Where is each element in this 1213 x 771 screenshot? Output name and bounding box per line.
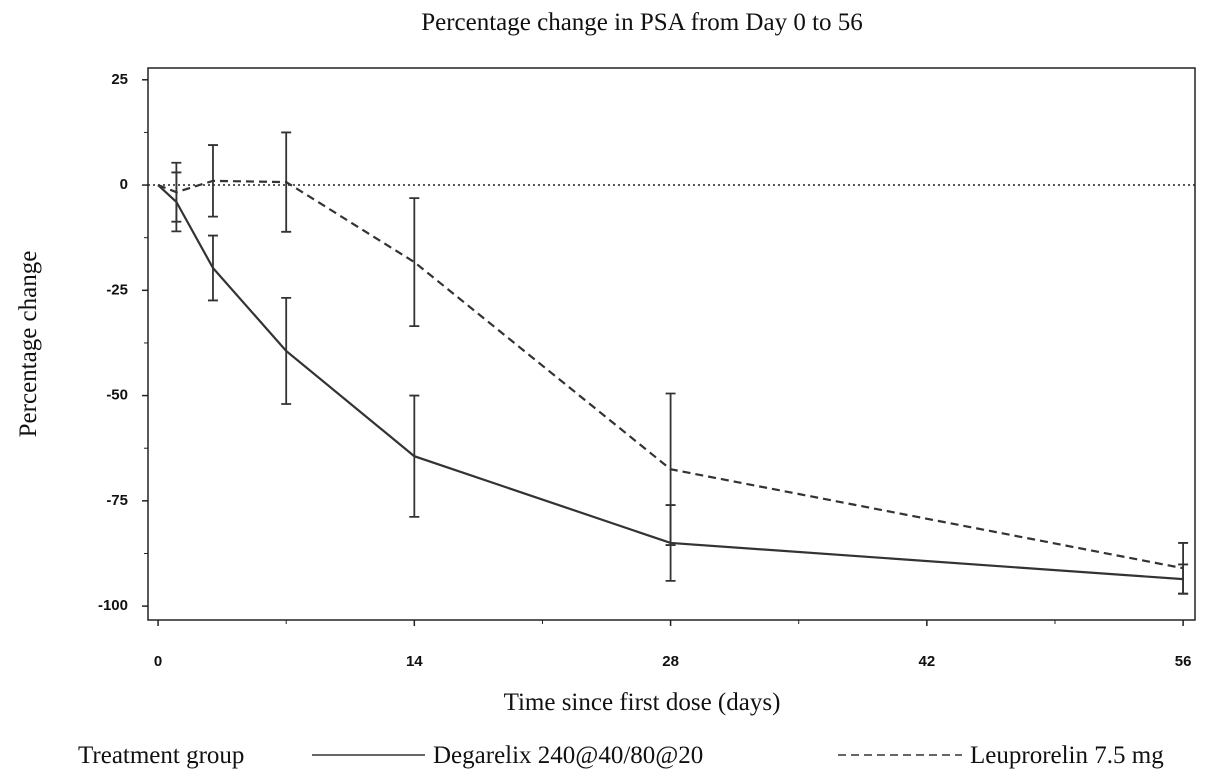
error-bar: [409, 197, 420, 328]
legend-label: Leuprorelin 7.5 mg: [970, 742, 1164, 769]
error-bar: [1178, 542, 1189, 595]
x-tick-label: 28: [662, 653, 679, 670]
y-axis-label: Percentage change: [15, 251, 42, 438]
chart-title: Percentage change in PSA from Day 0 to 5…: [421, 9, 863, 36]
x-tick-label: 42: [918, 653, 935, 670]
error-bar: [665, 392, 676, 546]
legend-label: Degarelix 240@40/80@20: [433, 742, 703, 769]
y-tick-label: 0: [120, 176, 128, 193]
x-tick-label: 14: [406, 653, 423, 670]
y-tick-label: -50: [106, 387, 128, 404]
y-tick-label: -100: [98, 597, 128, 614]
error-bar: [281, 131, 292, 233]
error-bar: [207, 234, 218, 302]
error-bar: [171, 161, 182, 223]
error-bar: [281, 296, 292, 405]
y-tick-label: -25: [106, 281, 128, 298]
error-bar: [409, 394, 420, 518]
x-tick-label: 56: [1175, 653, 1192, 670]
x-tick-label: 0: [154, 653, 162, 670]
x-axis-label: Time since first dose (days): [504, 689, 781, 716]
error-bar: [207, 144, 218, 218]
y-tick-label: 25: [111, 71, 128, 88]
y-tick-label: -75: [106, 492, 128, 509]
plot-frame: [147, 67, 1196, 621]
legend-title: Treatment group: [78, 742, 244, 769]
